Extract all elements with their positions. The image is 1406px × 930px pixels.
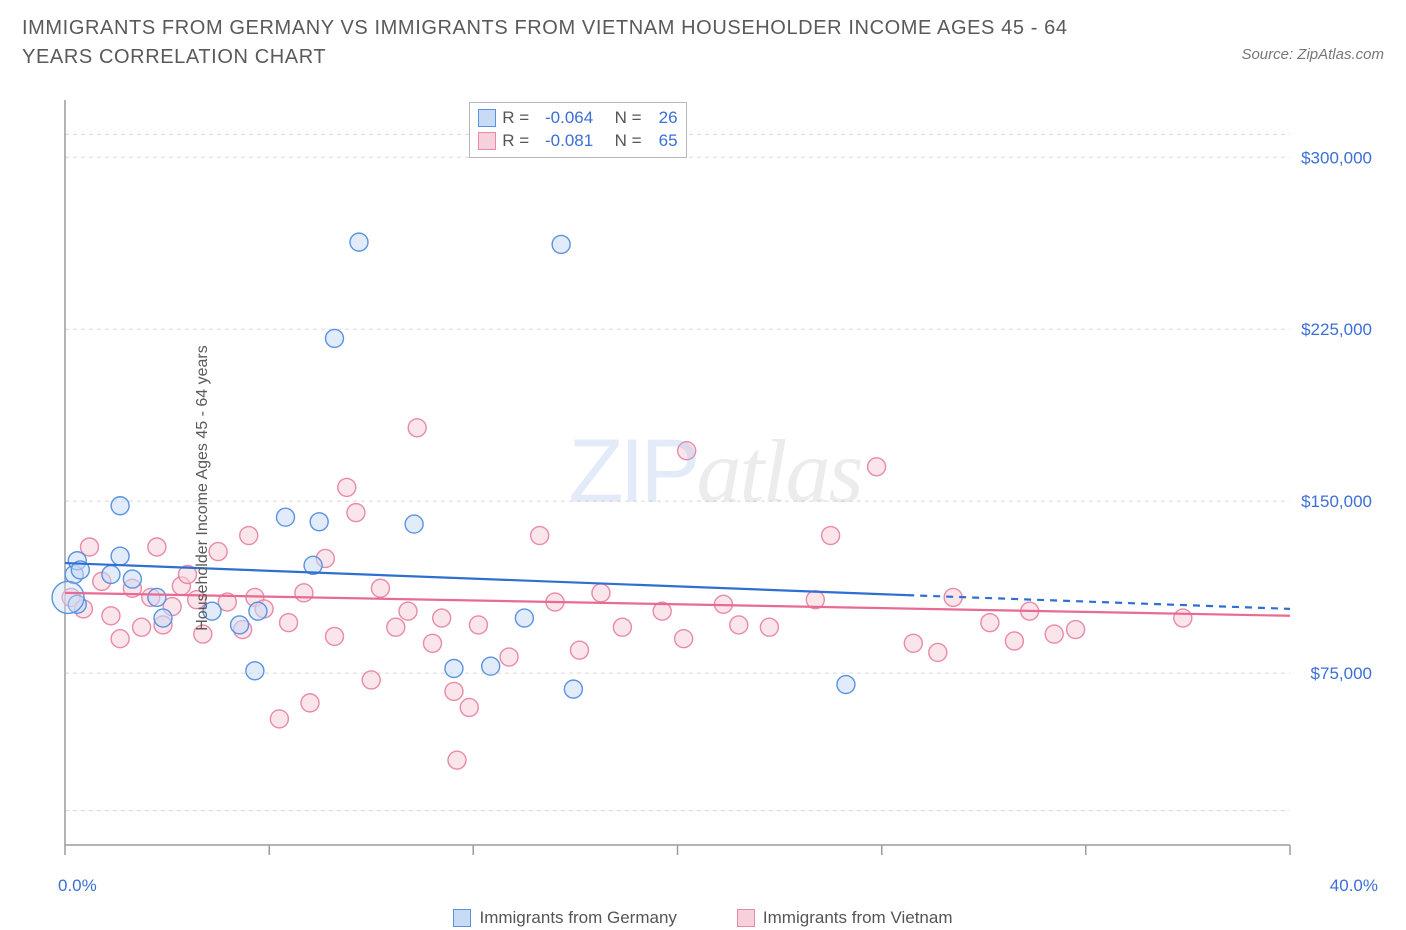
legend-item-germany: Immigrants from Germany xyxy=(453,908,676,928)
stat-n-value: 26 xyxy=(648,107,678,130)
legend-item-vietnam: Immigrants from Vietnam xyxy=(737,908,953,928)
source-attribution: Source: ZipAtlas.com xyxy=(1241,14,1384,63)
stats-row: R = -0.064 N = 26 xyxy=(478,107,677,130)
stat-r-label: R = xyxy=(502,130,529,153)
header-row: IMMIGRANTS FROM GERMANY VS IMMIGRANTS FR… xyxy=(0,0,1406,72)
scatter-chart: $75,000 $150,000 $225,000 $300,000 xyxy=(50,100,1380,875)
x-tick-min: 0.0% xyxy=(58,876,97,896)
stats-row: R = -0.081 N = 65 xyxy=(478,130,677,153)
stat-n-value: 65 xyxy=(648,130,678,153)
x-tick-max: 40.0% xyxy=(1330,876,1378,896)
stats-legend: R = -0.064 N = 26 R = -0.081 N = 65 xyxy=(469,102,686,158)
legend-label-vietnam: Immigrants from Vietnam xyxy=(763,908,953,928)
svg-text:$225,000: $225,000 xyxy=(1301,320,1372,339)
stat-n-label: N = xyxy=(615,107,642,130)
svg-text:$75,000: $75,000 xyxy=(1311,664,1372,683)
legend-swatch-vietnam xyxy=(737,909,755,927)
chart-title: IMMIGRANTS FROM GERMANY VS IMMIGRANTS FR… xyxy=(22,14,1122,72)
svg-text:$150,000: $150,000 xyxy=(1301,492,1372,511)
stat-n-label: N = xyxy=(615,130,642,153)
legend-swatch-germany xyxy=(453,909,471,927)
y-axis-title: Householder Income Ages 45 - 64 years xyxy=(194,345,212,631)
plot-area: Householder Income Ages 45 - 64 years ZI… xyxy=(50,100,1380,875)
bottom-legend: Immigrants from Germany Immigrants from … xyxy=(0,908,1406,928)
stat-r-value: -0.064 xyxy=(535,107,593,130)
stat-r-value: -0.081 xyxy=(535,130,593,153)
stats-swatch xyxy=(478,132,496,150)
legend-label-germany: Immigrants from Germany xyxy=(479,908,676,928)
stats-swatch xyxy=(478,109,496,127)
stat-r-label: R = xyxy=(502,107,529,130)
svg-text:$300,000: $300,000 xyxy=(1301,148,1372,167)
